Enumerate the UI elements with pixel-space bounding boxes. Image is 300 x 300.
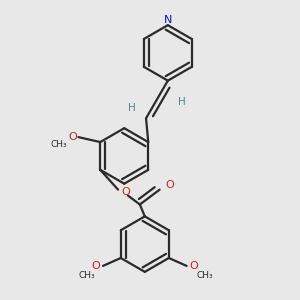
Text: O: O <box>122 187 130 196</box>
Text: N: N <box>164 15 172 25</box>
Text: O: O <box>92 261 100 271</box>
Text: O: O <box>165 180 174 190</box>
Text: H: H <box>128 103 136 113</box>
Text: CH₃: CH₃ <box>79 271 95 280</box>
Text: CH₃: CH₃ <box>50 140 67 148</box>
Text: O: O <box>189 261 198 271</box>
Text: H: H <box>178 98 186 107</box>
Text: CH₃: CH₃ <box>196 271 213 280</box>
Text: O: O <box>68 132 77 142</box>
